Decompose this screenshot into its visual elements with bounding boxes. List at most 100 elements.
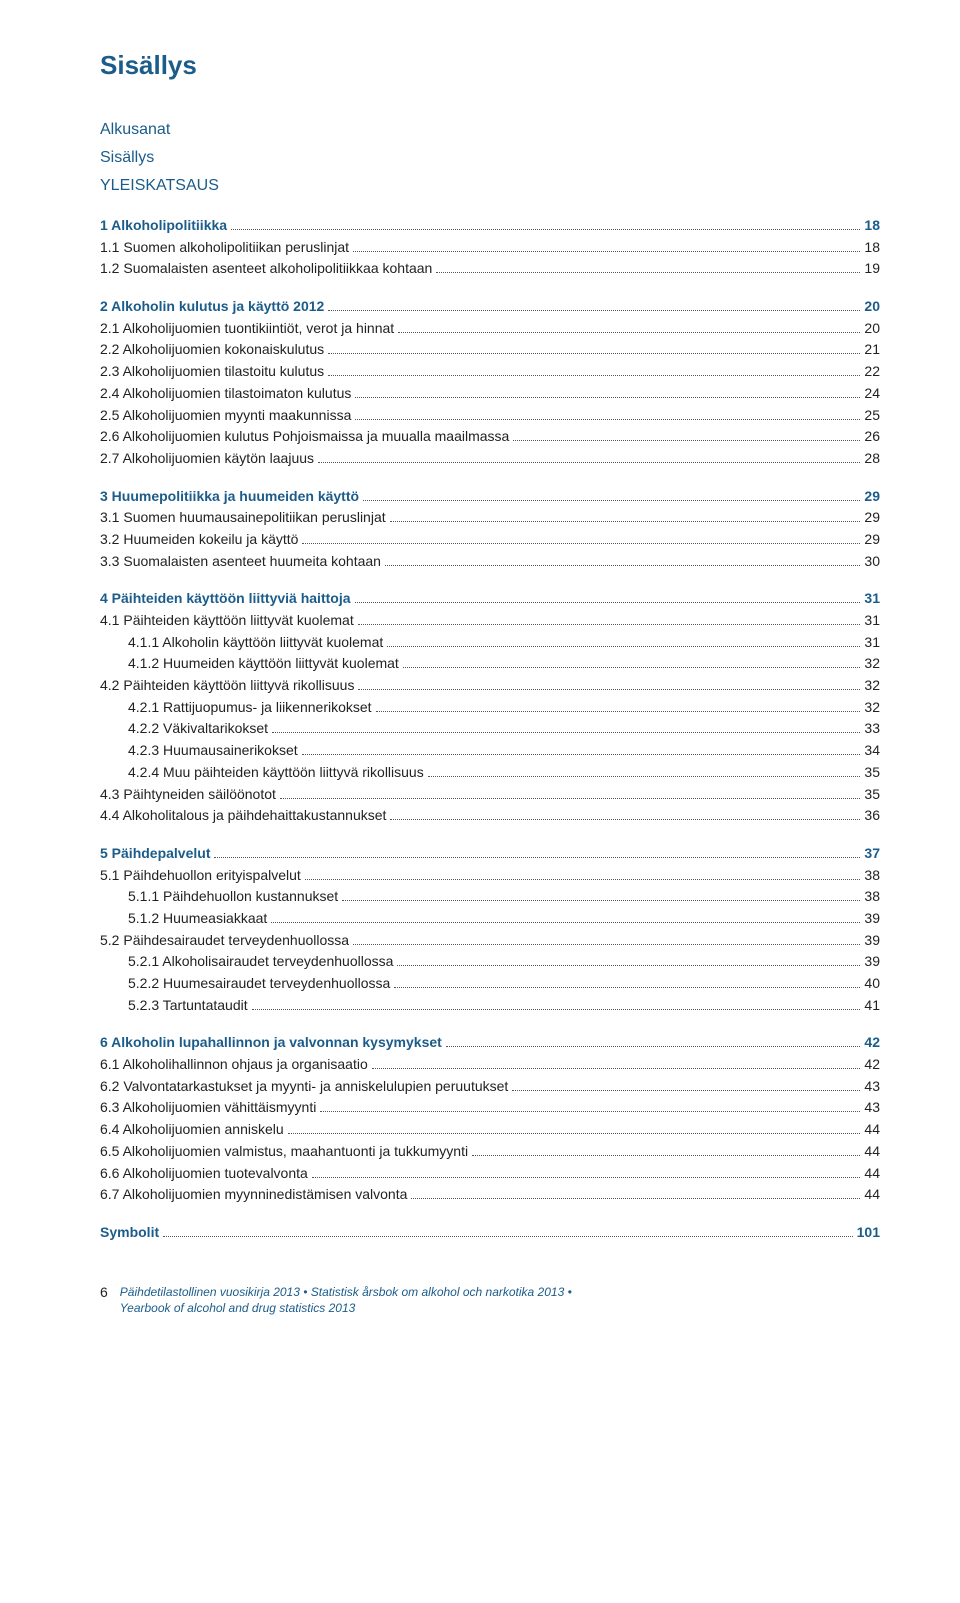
- toc-entry-page: 30: [864, 551, 880, 573]
- toc-leader-dots: [397, 965, 860, 966]
- toc-chapter-label: 6 Alkoholin lupahallinnon ja valvonnan k…: [100, 1032, 442, 1054]
- symbols-row: Symbolit 101: [100, 1222, 880, 1244]
- toc-leader-dots: [411, 1198, 860, 1199]
- toc-entry-row: 5.1.2 Huumeasiakkaat39: [100, 908, 880, 930]
- toc-entry-page: 28: [864, 448, 880, 470]
- toc-entry-label: 6.4 Alkoholijuomien anniskelu: [100, 1119, 284, 1141]
- page-title: Sisällys: [100, 50, 880, 81]
- toc-chapter-row: 2 Alkoholin kulutus ja käyttö 201220: [100, 296, 880, 318]
- toc-entry-row: 4.3 Päihtyneiden säilöönotot35: [100, 784, 880, 806]
- table-of-contents: 1 Alkoholipolitiikka181.1 Suomen alkohol…: [100, 215, 880, 1206]
- toc-entry-label: 5.2 Päihdesairaudet terveydenhuollossa: [100, 930, 349, 952]
- toc-leader-dots: [272, 732, 860, 733]
- toc-entry-row: 4.2.1 Rattijuopumus- ja liikennerikokset…: [100, 697, 880, 719]
- toc-entry-label: 6.2 Valvontatarkastukset ja myynti- ja a…: [100, 1076, 508, 1098]
- toc-chapter-page: 42: [864, 1032, 880, 1054]
- front-matter: Alkusanat Sisällys YLEISKATSAUS: [100, 121, 880, 195]
- toc-entry-row: 1.1 Suomen alkoholipolitiikan peruslinja…: [100, 237, 880, 259]
- toc-chapter-row: 1 Alkoholipolitiikka18: [100, 215, 880, 237]
- toc-leader-dots: [328, 310, 860, 311]
- toc-chapter-row: 5 Päihdepalvelut 37: [100, 843, 880, 865]
- toc-leader-dots: [512, 1090, 860, 1091]
- toc-leader-dots: [363, 500, 860, 501]
- toc-chapter-group: 3 Huumepolitiikka ja huumeiden käyttö 29 3…: [100, 486, 880, 573]
- toc-entry-page: 39: [864, 908, 880, 930]
- toc-entry-page: 18: [864, 237, 880, 259]
- toc-leader-dots: [231, 229, 860, 230]
- toc-chapter-row: 6 Alkoholin lupahallinnon ja valvonnan k…: [100, 1032, 880, 1054]
- front-sisallys: Sisällys: [100, 149, 880, 167]
- toc-entry-row: 4.2.4 Muu päihteiden käyttöön liittyvä r…: [100, 762, 880, 784]
- toc-entry-row: 5.2 Päihdesairaudet terveydenhuollossa39: [100, 930, 880, 952]
- toc-entry-row: 2.6 Alkoholijuomien kulutus Pohjoismaiss…: [100, 426, 880, 448]
- toc-entry-page: 44: [864, 1163, 880, 1185]
- toc-entry-row: 6.1 Alkoholihallinnon ohjaus ja organisa…: [100, 1054, 880, 1076]
- toc-entry-label: 4.2 Päihteiden käyttöön liittyvä rikolli…: [100, 675, 354, 697]
- toc-entry-row: 4.4 Alkoholitalous ja päihdehaittakustan…: [100, 805, 880, 827]
- toc-leader-dots: [398, 332, 860, 333]
- toc-entry-label: 4.4 Alkoholitalous ja päihdehaittakustan…: [100, 805, 386, 827]
- toc-entry-page: 36: [864, 805, 880, 827]
- toc-entry-page: 39: [864, 951, 880, 973]
- toc-leader-dots: [376, 711, 861, 712]
- toc-entry-row: 2.7 Alkoholijuomien käytön laajuus28: [100, 448, 880, 470]
- toc-entry-page: 34: [864, 740, 880, 762]
- toc-chapter-group: 1 Alkoholipolitiikka181.1 Suomen alkohol…: [100, 215, 880, 280]
- toc-leader-dots: [355, 602, 861, 603]
- front-yleiskatsaus: YLEISKATSAUS: [100, 177, 880, 195]
- toc-chapter-page: 37: [864, 843, 880, 865]
- toc-entry-label: 3.1 Suomen huumausainepolitiikan perusli…: [100, 507, 386, 529]
- toc-chapter-label: 5 Päihdepalvelut: [100, 843, 210, 865]
- toc-entry-page: 19: [864, 258, 880, 280]
- toc-entry-row: 2.2 Alkoholijuomien kokonaiskulutus21: [100, 339, 880, 361]
- toc-entry-page: 40: [864, 973, 880, 995]
- toc-chapter-group: 4 Päihteiden käyttöön liittyviä haittoja…: [100, 588, 880, 827]
- toc-entry-label: 4.2.1 Rattijuopumus- ja liikennerikokset: [128, 697, 372, 719]
- toc-leader-dots: [318, 462, 860, 463]
- toc-entry-row: 2.1 Alkoholijuomien tuontikiintiöt, vero…: [100, 318, 880, 340]
- toc-chapter-row: 4 Päihteiden käyttöön liittyviä haittoja…: [100, 588, 880, 610]
- toc-leader-dots: [385, 565, 860, 566]
- toc-leader-dots: [280, 798, 861, 799]
- toc-entry-row: 2.5 Alkoholijuomien myynti maakunnissa25: [100, 405, 880, 427]
- toc-entry-row: 4.2 Päihteiden käyttöön liittyvä rikolli…: [100, 675, 880, 697]
- toc-entry-row: 5.1.1 Päihdehuollon kustannukset38: [100, 886, 880, 908]
- toc-entry-page: 44: [864, 1184, 880, 1206]
- toc-entry-label: 5.2.3 Tartuntataudit: [128, 995, 248, 1017]
- toc-entry-page: 22: [864, 361, 880, 383]
- toc-entry-row: 3.2 Huumeiden kokeilu ja käyttö29: [100, 529, 880, 551]
- toc-entry-row: 3.3 Suomalaisten asenteet huumeita kohta…: [100, 551, 880, 573]
- toc-leader-dots: [163, 1236, 853, 1237]
- toc-entry-label: 5.2.1 Alkoholisairaudet terveydenhuollos…: [128, 951, 393, 973]
- toc-chapter-page: 29: [864, 486, 880, 508]
- toc-entry-page: 44: [864, 1141, 880, 1163]
- toc-leader-dots: [353, 944, 860, 945]
- toc-entry-label: 3.3 Suomalaisten asenteet huumeita kohta…: [100, 551, 381, 573]
- toc-entry-page: 42: [864, 1054, 880, 1076]
- footer-page-number: 6: [100, 1284, 108, 1300]
- toc-leader-dots: [305, 879, 861, 880]
- toc-entry-label: 6.1 Alkoholihallinnon ohjaus ja organisa…: [100, 1054, 368, 1076]
- toc-entry-page: 32: [864, 675, 880, 697]
- toc-entry-page: 31: [864, 610, 880, 632]
- toc-chapter-label: 4 Päihteiden käyttöön liittyviä haittoja: [100, 588, 351, 610]
- footer-publication-title: Päihdetilastollinen vuosikirja 2013 • St…: [120, 1284, 572, 1318]
- toc-entry-row: 3.1 Suomen huumausainepolitiikan perusli…: [100, 507, 880, 529]
- toc-entry-page: 38: [864, 865, 880, 887]
- toc-entry-page: 32: [864, 653, 880, 675]
- toc-entry-row: 6.3 Alkoholijuomien vähittäismyynti43: [100, 1097, 880, 1119]
- toc-entry-label: 2.4 Alkoholijuomien tilastoimaton kulutu…: [100, 383, 351, 405]
- toc-entry-label: 2.1 Alkoholijuomien tuontikiintiöt, vero…: [100, 318, 394, 340]
- toc-entry-row: 6.6 Alkoholijuomien tuotevalvonta 44: [100, 1163, 880, 1185]
- page-footer: 6 Päihdetilastollinen vuosikirja 2013 • …: [100, 1284, 880, 1318]
- toc-leader-dots: [353, 251, 860, 252]
- toc-entry-label: 6.5 Alkoholijuomien valmistus, maahantuo…: [100, 1141, 468, 1163]
- toc-entry-row: 1.2 Suomalaisten asenteet alkoholipoliti…: [100, 258, 880, 280]
- toc-leader-dots: [428, 776, 861, 777]
- toc-entry-label: 6.6 Alkoholijuomien tuotevalvonta: [100, 1163, 308, 1185]
- toc-chapter-page: 31: [864, 588, 880, 610]
- toc-leader-dots: [328, 375, 860, 376]
- toc-leader-dots: [358, 624, 861, 625]
- toc-leader-dots: [436, 272, 860, 273]
- toc-chapter-label: 3 Huumepolitiikka ja huumeiden käyttö: [100, 486, 359, 508]
